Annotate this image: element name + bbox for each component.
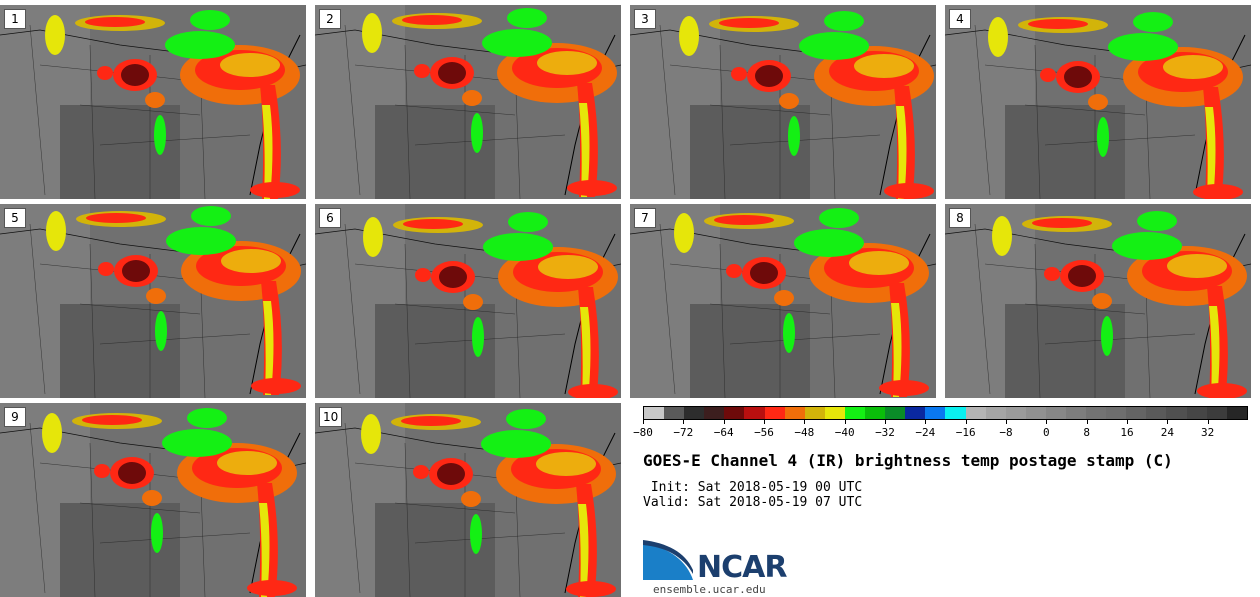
colorbar-cell <box>724 407 745 419</box>
ncar-logo-icon <box>643 540 693 580</box>
colorbar-cell <box>865 407 886 419</box>
panel-label: 3 <box>634 9 656 29</box>
colorbar-tick <box>683 420 685 424</box>
postage-stamp-panel-8: 8 <box>945 204 1251 398</box>
figure-title: GOES-E Channel 4 (IR) brightness temp po… <box>643 451 1173 470</box>
colorbar-cell <box>1186 407 1207 419</box>
colorbar-tick-label: −16 <box>955 426 976 439</box>
colorbar-tick-label: −72 <box>673 426 694 439</box>
colorbar-cell <box>1045 407 1066 419</box>
colorbar-tick-label: −32 <box>875 426 895 439</box>
colorbar-axis: −80 −72 −64 −56 −48 −40 −32 −24 −16 −8 0 8 16 24 32 <box>633 420 1248 440</box>
colorbar-cell <box>1146 407 1167 419</box>
colorbar-cell <box>1126 407 1147 419</box>
colorbar-cell <box>644 407 665 419</box>
valid-time: Valid: Sat 2018-05-19 07 UTC <box>643 495 863 510</box>
colorbar-cell <box>764 407 785 419</box>
postage-stamp-panel-9: 9 <box>0 403 306 597</box>
colorbar-cell <box>905 407 926 419</box>
ir-satellite-map <box>0 5 306 199</box>
postage-stamp-panel-1: 1 <box>0 5 306 199</box>
ncar-logo-text: NCAR <box>697 550 787 585</box>
postage-stamp-panel-5: 5 <box>0 204 306 398</box>
ir-satellite-map <box>630 204 936 398</box>
colorbar-tick <box>804 420 806 424</box>
colorbar-cell <box>844 407 866 419</box>
postage-stamp-panel-3: 3 <box>630 5 936 199</box>
colorbar-cell <box>784 407 805 419</box>
ir-satellite-map <box>0 204 306 398</box>
ir-satellite-map <box>945 204 1251 398</box>
panel-label: 8 <box>949 208 971 228</box>
postage-stamp-panel-2: 2 <box>315 5 621 199</box>
ir-satellite-map <box>0 403 306 597</box>
colorbar-cell <box>1005 407 1026 419</box>
postage-stamp-panel-7: 7 <box>630 204 936 398</box>
colorbar-cell <box>744 407 765 419</box>
colorbar-cell <box>985 407 1006 419</box>
colorbar-tick-label: 8 <box>1083 426 1090 439</box>
colorbar-tick-label: −80 <box>633 426 653 439</box>
colorbar-cell <box>1166 407 1187 419</box>
colorbar-cell <box>804 407 825 419</box>
colorbar-tick <box>1167 420 1169 424</box>
colorbar-tick <box>723 420 725 424</box>
colorbar-tick <box>885 420 886 424</box>
panel-label: 9 <box>4 407 26 427</box>
colorbar-tick-label: −8 <box>999 426 1013 439</box>
colorbar-cell <box>885 407 906 419</box>
colorbar-tick <box>1046 420 1048 424</box>
init-time: Init: Sat 2018-05-19 00 UTC <box>643 480 863 495</box>
colorbar-cell <box>1226 407 1247 419</box>
postage-stamp-panel-4: 4 <box>945 5 1251 199</box>
colorbar-cell <box>925 407 946 419</box>
colorbar-cell <box>1065 407 1087 419</box>
ir-satellite-map <box>315 403 621 597</box>
colorbar-tick <box>1127 420 1128 424</box>
website-url: ensemble.ucar.edu <box>653 583 766 596</box>
colorbar-tick-label: −24 <box>915 426 936 439</box>
colorbar-tick <box>643 420 644 424</box>
colorbar-tick <box>1207 420 1209 424</box>
colorbar-cell <box>664 407 685 419</box>
panel-label: 7 <box>634 208 656 228</box>
panel-label: 6 <box>319 208 341 228</box>
ir-satellite-map <box>945 5 1251 199</box>
colorbar-tick-label: 24 <box>1160 426 1174 439</box>
ir-satellite-map <box>315 5 621 199</box>
panel-label: 5 <box>4 208 26 228</box>
colorbar-tick-label: −56 <box>754 426 774 439</box>
colorbar-cell <box>684 407 705 419</box>
colorbar-cell <box>704 407 725 419</box>
colorbar-tick <box>965 420 967 424</box>
postage-stamp-panel-10: 10 <box>315 403 621 597</box>
colorbar-tick-label: −40 <box>834 426 855 439</box>
colorbar <box>643 406 1248 420</box>
colorbar-tick <box>925 420 927 424</box>
colorbar-cell <box>1025 407 1046 419</box>
ir-satellite-map <box>315 204 621 398</box>
colorbar-tick-label: 0 <box>1043 426 1050 439</box>
colorbar-tick-label: −64 <box>713 426 734 439</box>
colorbar-cell <box>965 407 986 419</box>
panel-label: 2 <box>319 9 341 29</box>
colorbar-tick <box>844 420 846 424</box>
colorbar-tick-label: 32 <box>1201 426 1215 439</box>
colorbar-cell <box>1086 407 1107 419</box>
colorbar-tick-label: 16 <box>1120 426 1134 439</box>
colorbar-cell <box>824 407 845 419</box>
colorbar-tick <box>764 420 765 424</box>
colorbar-tick-label: −48 <box>794 426 815 439</box>
colorbar-cell <box>1106 407 1127 419</box>
panel-label: 4 <box>949 9 971 29</box>
colorbar-cell <box>1206 407 1227 419</box>
colorbar-tick <box>1086 420 1088 424</box>
postage-stamp-panel-6: 6 <box>315 204 621 398</box>
colorbar-tick <box>1006 420 1007 424</box>
panel-label: 1 <box>4 9 26 29</box>
ir-satellite-map <box>630 5 936 199</box>
colorbar-cell <box>945 407 966 419</box>
panel-label: 10 <box>319 407 343 427</box>
